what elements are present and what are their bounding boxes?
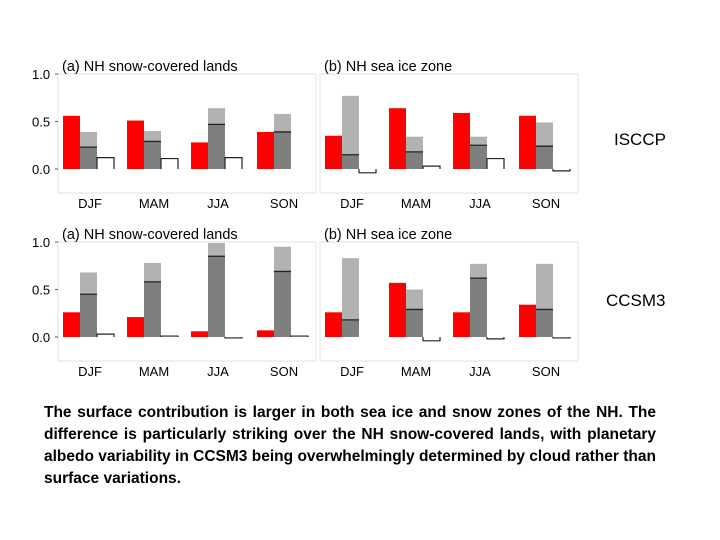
bar-darkgray-djf [342, 319, 359, 337]
caption: The surface contribution is larger in bo… [44, 404, 656, 487]
bar-darkgray-jja [470, 278, 487, 337]
bar-darkgray-jja [208, 124, 225, 169]
bar-red-son [519, 304, 536, 337]
y-tick-label: 0.0 [32, 330, 50, 345]
bar-outline-son [290, 335, 309, 337]
y-tick-label: 1.0 [32, 67, 50, 82]
x-tick-label: DJF [340, 196, 364, 211]
bar-red-djf [325, 312, 342, 337]
bar-red-djf [325, 135, 342, 169]
panel-frame [57, 73, 317, 194]
x-tick-label: SON [532, 364, 560, 379]
bar-outline-mam [422, 165, 441, 169]
y-tick-label: 1.0 [32, 235, 50, 250]
x-tick-label: SON [270, 196, 298, 211]
bar-darkgray-son [536, 309, 553, 337]
bar-outline-djf [96, 157, 115, 169]
panel-frame [319, 73, 579, 194]
bar-darkgray-son [274, 131, 291, 169]
x-tick-label: JJA [469, 364, 491, 379]
bar-darkgray-mam [144, 141, 161, 169]
panel-frame [57, 241, 317, 362]
panel-title: (a) NH snow-covered lands [62, 227, 238, 243]
y-tick-label: 0.0 [32, 162, 50, 177]
row-label-ccsm3: CCSM3 [606, 291, 666, 310]
bar-outline-jja [224, 157, 243, 169]
panel-title: (b) NH sea ice zone [324, 227, 452, 243]
bar-outline-jja [224, 337, 243, 339]
bar-red-son [257, 330, 274, 337]
bar-outline-mam [422, 337, 441, 342]
bar-red-mam [389, 282, 406, 337]
bar-darkgray-djf [80, 147, 97, 169]
bar-outline-djf [358, 169, 377, 174]
bar-red-son [257, 131, 274, 169]
bar-red-jja [453, 312, 470, 337]
bar-red-mam [127, 317, 144, 337]
bar-darkgray-mam [406, 309, 423, 337]
bar-red-jja [191, 331, 208, 337]
bar-darkgray-jja [470, 145, 487, 169]
panel-title: (b) NH sea ice zone [324, 59, 452, 75]
y-tick-label: 0.5 [32, 115, 50, 130]
x-tick-label: MAM [401, 196, 431, 211]
row-label-isccp: ISCCP [614, 130, 666, 149]
bar-outline-mam [160, 157, 179, 169]
bar-darkgray-son [274, 271, 291, 337]
bar-red-mam [127, 120, 144, 169]
bar-darkgray-mam [406, 151, 423, 169]
x-tick-label: MAM [139, 364, 169, 379]
bar-darkgray-djf [80, 294, 97, 337]
x-tick-label: JJA [469, 196, 491, 211]
x-tick-label: DJF [340, 364, 364, 379]
bar-outline-djf [96, 333, 115, 337]
bar-lightgray-djf [342, 258, 359, 337]
x-tick-label: DJF [78, 364, 102, 379]
x-tick-label: SON [532, 196, 560, 211]
x-tick-label: MAM [139, 196, 169, 211]
x-tick-label: MAM [401, 364, 431, 379]
bar-darkgray-jja [208, 256, 225, 337]
x-tick-label: JJA [207, 196, 229, 211]
bar-outline-son [552, 337, 571, 339]
bar-red-djf [63, 312, 80, 337]
figure: (a) NH snow-covered lands 1.0 0.5 0.0 DJF MAM… [32, 59, 666, 379]
bar-darkgray-mam [144, 281, 161, 337]
bar-outline-son [552, 169, 571, 172]
panel-frame [319, 241, 579, 362]
panel-title: (a) NH snow-covered lands [62, 59, 238, 75]
bar-lightgray-djf [342, 95, 359, 169]
bar-red-jja [453, 112, 470, 169]
y-tick-label: 0.5 [32, 283, 50, 298]
bar-outline-jja [486, 337, 505, 340]
bar-red-son [519, 115, 536, 169]
x-tick-label: DJF [78, 196, 102, 211]
x-tick-label: JJA [207, 364, 229, 379]
bar-darkgray-djf [342, 154, 359, 169]
bar-red-jja [191, 142, 208, 169]
bar-red-mam [389, 108, 406, 169]
bar-outline-jja [486, 157, 505, 169]
bar-darkgray-son [536, 146, 553, 169]
x-tick-label: SON [270, 364, 298, 379]
bar-red-djf [63, 115, 80, 169]
bar-outline-mam [160, 335, 179, 337]
